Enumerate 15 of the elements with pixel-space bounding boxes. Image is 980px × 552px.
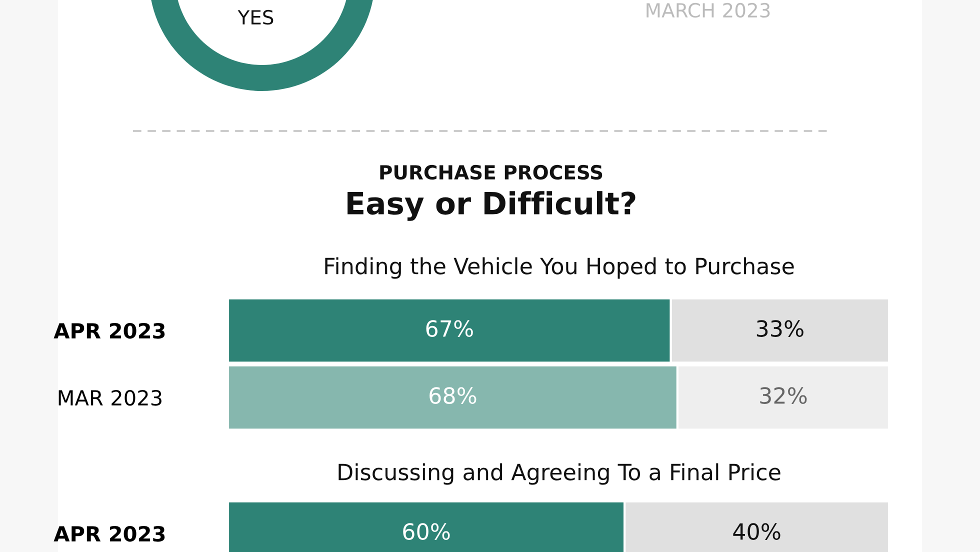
chart-subtitle: Easy or Difficult? (348, 191, 636, 221)
data-label: 40% (733, 523, 780, 540)
data-label: 60% (403, 523, 450, 540)
data-label: 67% (426, 320, 473, 337)
text: Finding the Vehicle You Hoped to Purchase (325, 257, 794, 279)
y-tick-label: MAR 2023 (58, 390, 162, 406)
annotation: Discussing and Agreeing To a Final Price (338, 463, 780, 485)
y-tick-label: APR 2023 (54, 322, 165, 339)
text: YES (238, 10, 274, 25)
data-label: 33% (756, 320, 804, 337)
data-label: 32% (760, 387, 807, 404)
text: MARCH 2023 (646, 2, 770, 18)
data-label: 68% (430, 387, 476, 404)
chart-title: PURCHASE PROCESS (380, 164, 602, 180)
y-tick-label: APR 2023 (54, 526, 165, 542)
